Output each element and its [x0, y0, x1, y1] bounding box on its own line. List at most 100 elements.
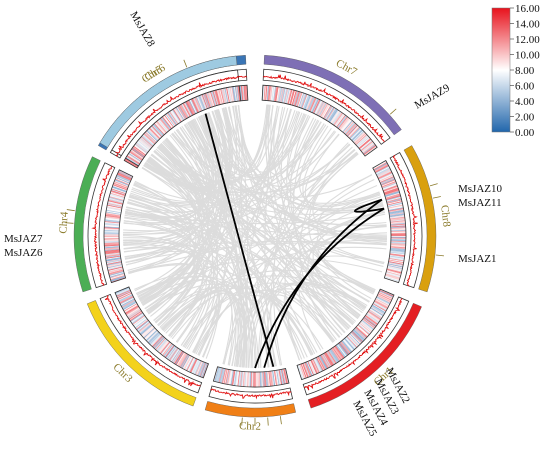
- heat-cell: [357, 136, 370, 148]
- background-link: [125, 113, 305, 214]
- heat-cell: [217, 367, 223, 383]
- heat-cell: [384, 189, 399, 195]
- heat-cell: [105, 212, 121, 216]
- gene-tick: [279, 416, 282, 425]
- heat-cell: [178, 105, 188, 119]
- heat-cell: [368, 309, 383, 319]
- chromosome-label-chr4: Chr4: [57, 211, 71, 234]
- heat-cell: [104, 227, 120, 230]
- heat-cell: [266, 85, 269, 101]
- heat-cell: [109, 272, 125, 278]
- heat-cell: [106, 205, 122, 210]
- heat-cell: [383, 185, 398, 192]
- heat-cell: [390, 233, 406, 235]
- heat-cell: [169, 111, 179, 125]
- heat-cell: [313, 358, 321, 373]
- heat-cell: [344, 338, 355, 351]
- heat-cell: [388, 260, 404, 265]
- heat-cell: [276, 370, 280, 386]
- heat-cell: [278, 87, 283, 103]
- heat-cell: [204, 93, 211, 108]
- heat-cell: [151, 334, 163, 347]
- heat-cell: [144, 132, 157, 144]
- heat-cell: [379, 176, 395, 183]
- heat-cell: [354, 328, 367, 340]
- heat-cell: [360, 140, 373, 152]
- heat-cell: [377, 294, 392, 303]
- background-link: [292, 119, 354, 326]
- chromosome-arc-chr1: [307, 302, 422, 409]
- heat-cell: [117, 172, 132, 180]
- heat-cell: [341, 119, 353, 132]
- heat-cell: [202, 94, 209, 109]
- heat-cell: [177, 105, 187, 120]
- heat-cell: [365, 314, 379, 324]
- heat-cell: [388, 259, 404, 264]
- heat-cell: [330, 110, 340, 124]
- heat-cell: [171, 349, 181, 363]
- heat-cell: [231, 86, 235, 102]
- heat-cell: [389, 252, 405, 256]
- heat-cell: [363, 317, 377, 327]
- heat-cell: [364, 315, 378, 325]
- heat-cell: [347, 334, 359, 347]
- gene-label-msjaz11: MsJAZ11: [458, 197, 502, 209]
- heat-cell: [346, 123, 357, 136]
- background-link: [162, 290, 248, 368]
- heat-cell: [389, 254, 405, 259]
- heat-cell: [105, 210, 121, 214]
- heat-cell: [118, 293, 133, 301]
- heat-cell: [384, 191, 400, 197]
- heat-cell: [109, 193, 125, 199]
- heat-cell: [377, 294, 392, 302]
- heat-cell: [106, 258, 122, 263]
- heat-cell: [289, 89, 295, 105]
- heat-cell: [352, 329, 365, 341]
- heat-cell: [306, 96, 314, 111]
- heat-cell: [390, 218, 406, 222]
- heat-cell: [104, 235, 120, 237]
- heat-cell: [316, 101, 324, 115]
- heat-cell: [188, 100, 196, 115]
- chromosome-arc-chr7: [263, 55, 402, 136]
- heat-cell: [106, 209, 122, 214]
- heat-cell: [181, 354, 190, 369]
- heat-cell: [107, 265, 123, 270]
- heat-cell: [366, 313, 380, 323]
- heat-cell: [199, 362, 207, 377]
- chromosome-arc-chr5: [99, 55, 238, 148]
- heat-cell: [135, 319, 149, 330]
- heat-cell: [280, 369, 285, 385]
- heat-cell: [111, 189, 126, 195]
- heat-cell: [110, 191, 125, 197]
- heat-cell: [388, 263, 403, 268]
- heat-cell: [224, 369, 229, 385]
- heat-cell: [218, 89, 223, 105]
- gene-tick: [66, 209, 75, 212]
- heat-cell: [153, 123, 165, 136]
- heat-cell: [216, 89, 222, 105]
- heat-cell: [142, 326, 154, 338]
- heat-cell: [374, 163, 388, 172]
- background-link: [168, 292, 260, 368]
- heat-cell: [114, 180, 129, 188]
- heat-cell: [131, 313, 145, 324]
- gene-label-msjaz9: MsJAZ9: [413, 82, 453, 112]
- heat-cell: [358, 137, 371, 149]
- heat-cell: [230, 370, 234, 386]
- heat-cell: [223, 88, 228, 103]
- heat-cell: [306, 361, 314, 376]
- density-line-chr5: [115, 75, 239, 154]
- heat-cell: [198, 362, 205, 377]
- heat-cell: [150, 334, 162, 346]
- heat-cell: [347, 125, 359, 138]
- heat-cell: [104, 236, 120, 238]
- heat-cell: [343, 120, 354, 133]
- heat-cell: [381, 179, 396, 186]
- heat-cell: [342, 339, 354, 352]
- heat-cell: [265, 371, 269, 387]
- heat-cell: [344, 337, 356, 350]
- heat-cell: [166, 112, 177, 126]
- heat-cell: [314, 100, 323, 115]
- heat-cell: [233, 86, 237, 102]
